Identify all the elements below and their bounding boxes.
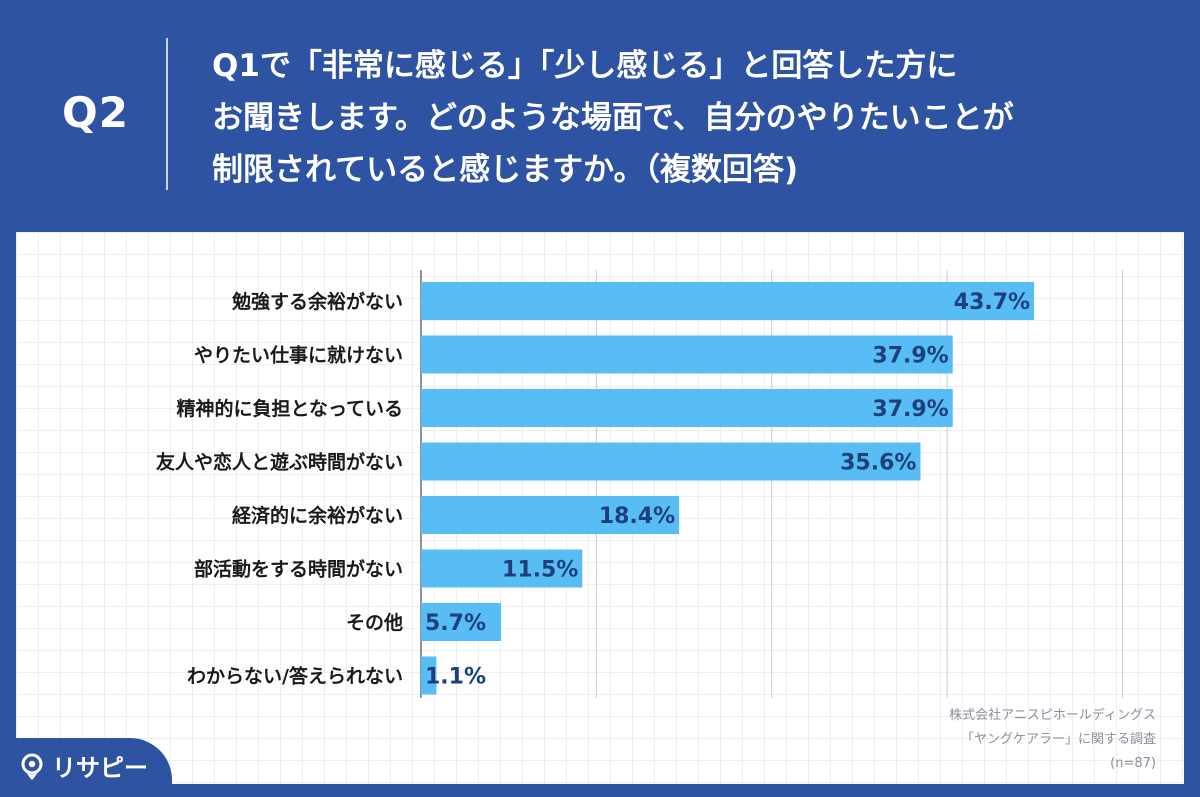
source-line-1: 株式会社アニスピホールディングス xyxy=(949,708,1156,723)
bar xyxy=(421,496,680,534)
bar xyxy=(421,656,437,695)
data-label: 11.5% xyxy=(502,558,578,583)
data-label: 18.4% xyxy=(599,504,675,529)
bar xyxy=(421,389,953,427)
question-line-1: Q1で「非常に感じる」「少し感じる」と回答した方に xyxy=(212,48,958,84)
brand-logo: リサピー xyxy=(18,748,148,783)
data-label: 1.1% xyxy=(425,665,486,690)
question-number: Q2 xyxy=(62,88,129,137)
category-label: わからない/答えられない xyxy=(187,665,403,688)
chart-card: 勉強する余裕がない 43.7% やりたい仕事に就けない 37.9% 精神的に負担となって… xyxy=(16,232,1184,784)
category-label: その他 xyxy=(346,611,403,634)
category-label: 部活動をする時間がない xyxy=(194,558,403,581)
data-label: 37.9% xyxy=(872,397,948,422)
question-line-2: お聞きします。どのような場面で、自分のやりたいことが xyxy=(212,100,1014,136)
header: Q2 Q1で「非常に感じる」「少し感じる」と回答した方に お聞きします。どのよう… xyxy=(0,0,1200,230)
category-label: 友人や恋人と遊ぶ時間がない xyxy=(156,451,403,474)
data-label: 5.7% xyxy=(425,611,486,636)
data-label: 43.7% xyxy=(954,290,1030,315)
bar xyxy=(421,549,583,588)
bar xyxy=(421,442,921,481)
bar xyxy=(421,603,501,641)
header-divider xyxy=(166,38,168,190)
logo-tab xyxy=(0,738,172,797)
category-label: 精神的に負担となっている xyxy=(177,397,403,420)
bar xyxy=(421,335,953,374)
question-line-3: 制限されていると感じますか。（複数回答) xyxy=(212,152,799,188)
category-label: やりたい仕事に就けない xyxy=(194,344,403,367)
bar-chart: 勉強する余裕がない 43.7% やりたい仕事に就けない 37.9% 精神的に負担となって… xyxy=(156,270,1123,698)
source-note: 株式会社アニスピホールディングス 「ヤングケアラー」に関する調査 (n=87) xyxy=(949,704,1156,776)
question-text: Q1で「非常に感じる」「少し感じる」と回答した方に お聞きします。どのような場面… xyxy=(212,40,1172,196)
source-line-2: 「ヤングケアラー」に関する調査 xyxy=(960,732,1156,747)
category-label: 勉強する余裕がない xyxy=(231,290,403,313)
category-label: 経済的に余裕がない xyxy=(232,504,403,527)
bar xyxy=(421,282,1035,320)
brand-name: リサピー xyxy=(52,754,148,782)
pin-icon xyxy=(21,753,43,779)
data-label: 35.6% xyxy=(840,451,916,476)
sample-size: (n=87) xyxy=(1110,756,1156,771)
data-label: 37.9% xyxy=(872,344,948,369)
